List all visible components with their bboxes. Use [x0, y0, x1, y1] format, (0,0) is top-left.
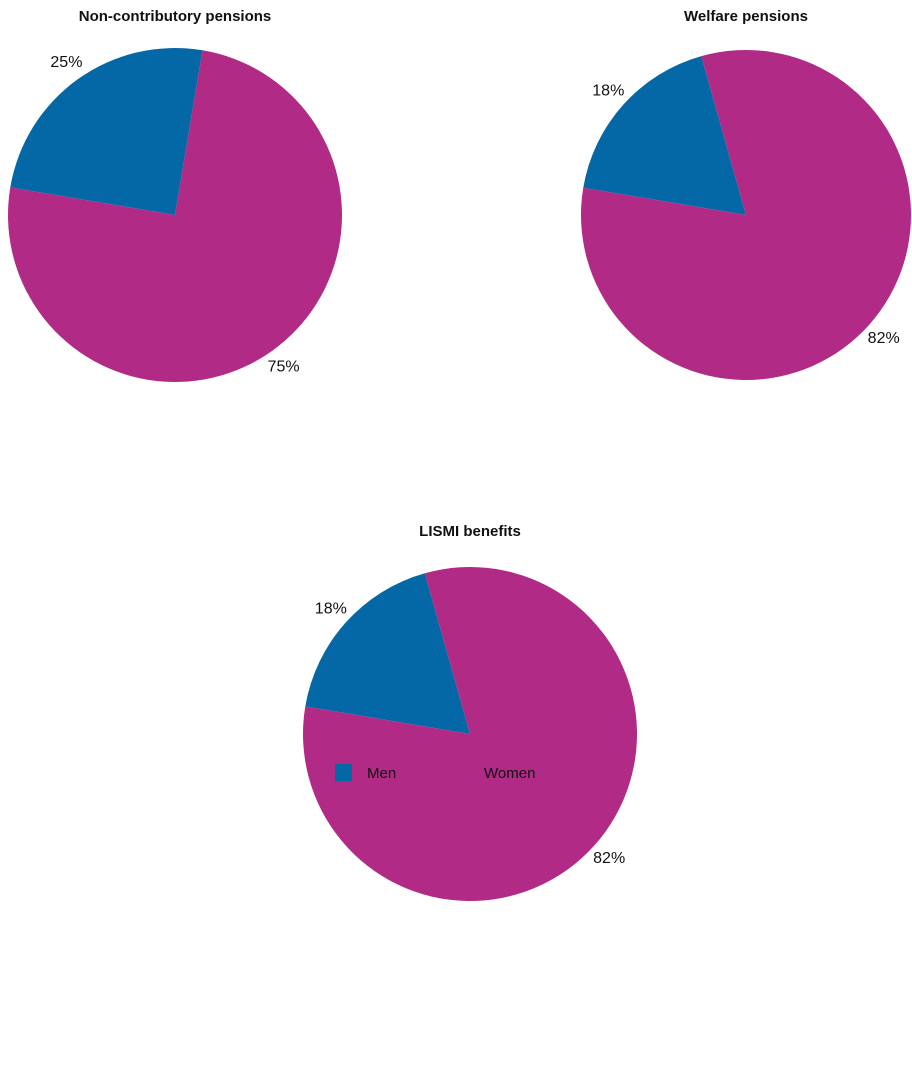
legend-swatch — [452, 764, 469, 781]
chart-title: Welfare pensions — [684, 8, 808, 25]
data-label: 82% — [593, 850, 625, 867]
data-label: 18% — [315, 600, 347, 617]
chart-title: Non-contributory pensions — [79, 8, 272, 25]
data-label: 25% — [50, 54, 82, 71]
legend-label: Women — [484, 765, 535, 782]
chart: Non-contributory pensions Welfare pensio… — [0, 0, 912, 1065]
data-label: 75% — [268, 358, 300, 375]
data-label: 18% — [592, 83, 624, 100]
pie-slice — [10, 48, 202, 215]
chart-title: LISMI benefits — [419, 523, 521, 540]
page: Non-contributory pensions Welfare pensio… — [0, 0, 912, 1065]
data-label: 82% — [868, 330, 900, 347]
legend-label: Men — [367, 765, 396, 782]
legend-swatch — [335, 764, 352, 781]
